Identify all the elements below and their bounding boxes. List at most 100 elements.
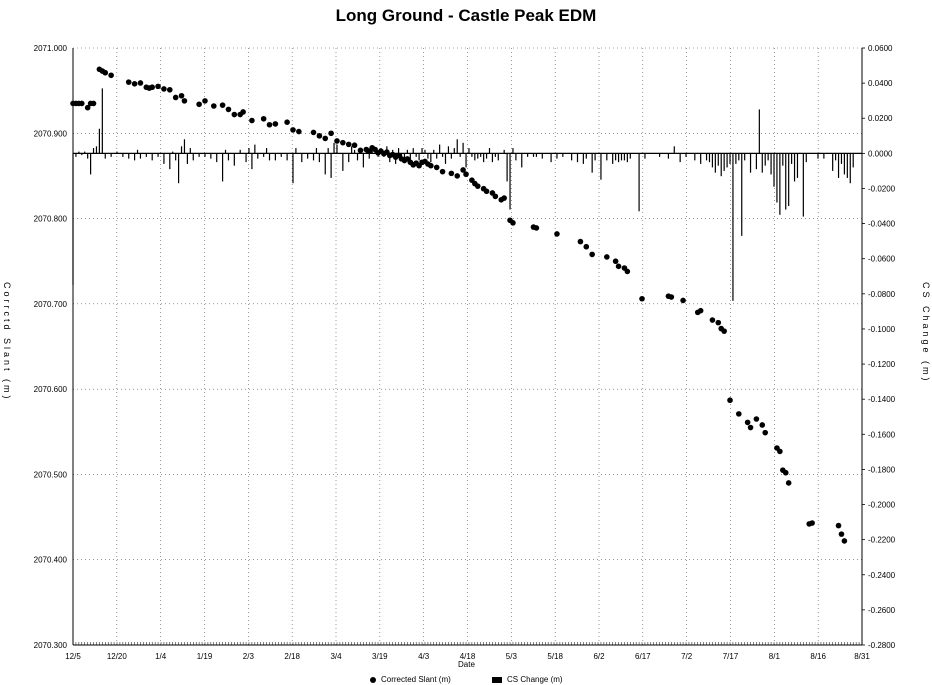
slant-point xyxy=(345,141,352,148)
slant-point xyxy=(668,294,675,300)
slant-point xyxy=(835,522,842,529)
legend-label-slant: Corrected Slant (m) xyxy=(381,675,451,684)
y-right-tick-label: -0.1200 xyxy=(868,360,896,369)
legend-item-slant: Corrected Slant (m) xyxy=(370,675,451,684)
y-right-tick-label: -0.0800 xyxy=(868,290,896,299)
slant-point xyxy=(759,422,766,428)
grid-lines xyxy=(72,47,863,646)
slant-point xyxy=(334,138,340,144)
slant-point xyxy=(84,104,91,111)
y-left-tick-label: 2070.700 xyxy=(34,300,68,309)
slant-point xyxy=(202,98,208,104)
slant-point xyxy=(231,111,238,118)
slant-point xyxy=(460,167,466,173)
slant-point xyxy=(357,147,364,154)
slant-point xyxy=(697,307,704,314)
slant-point xyxy=(782,469,789,476)
slant-point xyxy=(483,188,490,195)
slant-point xyxy=(785,480,792,486)
y-right-tick-label: -0.0400 xyxy=(868,220,896,229)
slant-point xyxy=(433,164,440,171)
y-right-tick-label: -0.2200 xyxy=(868,536,896,545)
x-tick-label: 12/20 xyxy=(107,652,128,661)
slant-point xyxy=(762,429,769,436)
y-right-tick-label: -0.0200 xyxy=(868,184,896,193)
slant-point xyxy=(161,86,167,92)
slant-point xyxy=(448,170,455,177)
slant-point xyxy=(583,243,590,250)
slant-point xyxy=(260,115,267,122)
x-tick-label: 8/16 xyxy=(810,652,826,661)
slant-point xyxy=(463,171,469,178)
tick-labels: 12/5 12/20 1/4 1/19 2/3 2/18 3/4 3/19 4/3 4/18 5/3… xyxy=(34,44,896,661)
slant-point xyxy=(328,130,334,137)
slant-point xyxy=(680,297,686,304)
slant-point xyxy=(131,81,138,87)
slant-point xyxy=(266,121,273,128)
slant-point xyxy=(90,100,97,107)
slant-point xyxy=(589,251,595,258)
x-axis-label: Date xyxy=(458,660,475,669)
slant-point xyxy=(744,419,751,426)
slant-point xyxy=(322,135,329,142)
y-left-tick-label: 2070.400 xyxy=(34,556,68,565)
slant-point xyxy=(181,98,188,104)
slant-point xyxy=(624,268,631,275)
slant-point xyxy=(125,79,132,85)
y-right-tick-label: -0.1400 xyxy=(868,395,896,404)
y-right-tick-label: -0.1600 xyxy=(868,430,896,439)
y-right-tick-label: -0.2400 xyxy=(868,571,896,580)
slant-point xyxy=(612,258,619,265)
slant-point xyxy=(809,520,815,526)
slant-point xyxy=(351,142,358,149)
y-right-tick-label: -0.2600 xyxy=(868,606,896,615)
slant-point xyxy=(615,263,622,270)
slant-point xyxy=(340,139,346,146)
slant-point xyxy=(715,319,722,326)
slant-point xyxy=(777,448,783,455)
corrected-slant-points xyxy=(70,66,848,544)
x-tick-label: 7/17 xyxy=(723,652,739,661)
slant-point xyxy=(155,83,161,90)
legend-label-change: CS Change (m) xyxy=(507,675,563,684)
slant-point xyxy=(727,397,733,404)
slant-point xyxy=(196,101,202,108)
legend-dot-icon xyxy=(370,676,376,683)
slant-point xyxy=(240,109,246,115)
slant-point xyxy=(284,119,290,125)
x-tick-label: 4/3 xyxy=(418,652,430,661)
slant-point xyxy=(454,173,461,179)
slant-point xyxy=(501,195,507,201)
y-axis-left-label: Corrctd Slant (m) xyxy=(2,282,12,402)
slant-point xyxy=(841,538,848,544)
y-left-tick-label: 2070.900 xyxy=(34,129,68,138)
x-tick-label: 5/3 xyxy=(506,652,518,661)
y-right-tick-label: 0.0200 xyxy=(868,114,893,123)
x-tick-label: 6/17 xyxy=(635,652,651,661)
slant-point xyxy=(604,254,610,260)
slant-point xyxy=(639,295,645,302)
x-tick-label: 5/18 xyxy=(547,652,563,661)
slant-point xyxy=(166,86,173,93)
slant-point xyxy=(721,328,727,334)
slant-point xyxy=(210,103,217,109)
slant-point xyxy=(310,129,317,136)
slant-point xyxy=(736,411,742,417)
slant-point xyxy=(137,80,144,86)
x-tick-label: 8/31 xyxy=(854,652,870,661)
slant-point xyxy=(838,531,845,537)
legend-item-change: CS Change (m) xyxy=(492,675,563,684)
slant-point xyxy=(172,94,179,101)
y-left-tick-label: 2070.300 xyxy=(34,641,68,650)
y-right-tick-label: 0.0600 xyxy=(868,44,893,53)
y-right-tick-label: -0.2800 xyxy=(868,641,896,650)
y-left-tick-label: 2070.600 xyxy=(34,385,68,394)
cs-change-bars xyxy=(72,88,854,301)
slant-point xyxy=(428,162,434,169)
slant-point xyxy=(439,168,446,175)
slant-point xyxy=(225,106,232,113)
y-right-tick-label: -0.1800 xyxy=(868,465,896,474)
slant-point xyxy=(219,102,226,108)
slant-point xyxy=(78,100,85,107)
y-right-tick-label: 0.0000 xyxy=(868,149,893,158)
